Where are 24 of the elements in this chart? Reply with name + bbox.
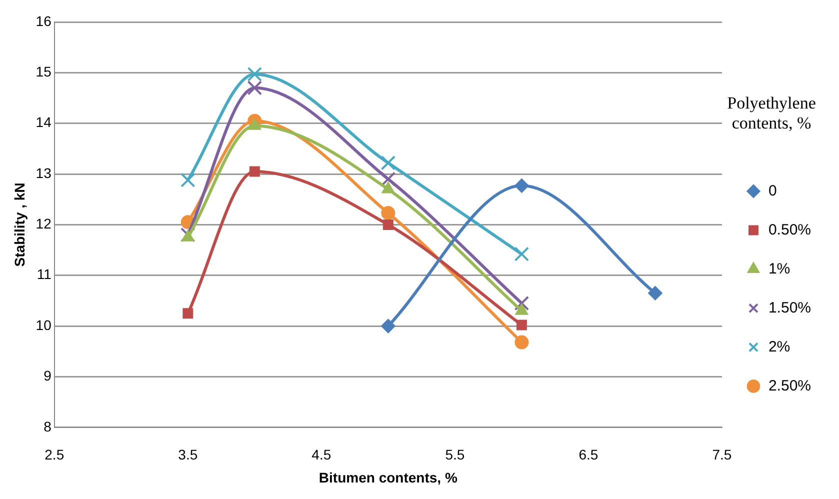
x-axis-title: Bitumen contents, % [318,469,458,486]
x-tick-label: 3.5 [178,446,198,463]
x-tick-label: 6.5 [578,446,598,463]
y-tick-label: 9 [44,368,52,384]
y-tick-label: 11 [36,266,52,282]
x-tick-label: 5.5 [445,446,465,463]
y-tick-label: 8 [44,418,52,434]
x-tick-label: 4.5 [312,446,332,463]
legend-label: 1.50% [768,299,812,316]
legend-label: 0 [768,182,777,200]
x-tick-label: 7.5 [712,446,732,463]
y-tick-label: 15 [36,64,52,80]
y-tick-label: 10 [36,316,52,333]
x-tick-label: 2.5 [44,446,64,463]
y-tick-label: 12 [36,216,52,232]
y-axis-title: Stability , kN [11,182,28,267]
legend-label: 1% [768,260,790,278]
legend-label: 0.50% [768,221,812,238]
y-tick-label: 16 [36,12,52,29]
legend-label: 2% [768,338,790,356]
y-tick-label: 14 [36,114,52,130]
y-tick-label: 13 [36,164,52,181]
legend-title: Polyethylene contents, % [727,93,816,133]
legend-label: 2.50% [768,377,812,394]
